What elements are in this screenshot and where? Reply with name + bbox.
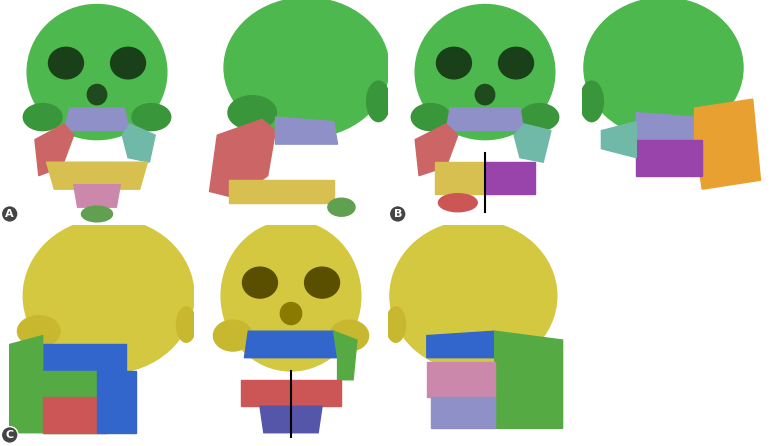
Polygon shape bbox=[244, 331, 338, 358]
Ellipse shape bbox=[498, 47, 534, 79]
Ellipse shape bbox=[177, 307, 196, 342]
Polygon shape bbox=[74, 185, 120, 207]
Polygon shape bbox=[495, 331, 563, 428]
Polygon shape bbox=[415, 124, 458, 176]
Ellipse shape bbox=[390, 221, 556, 371]
Polygon shape bbox=[485, 162, 535, 194]
Polygon shape bbox=[9, 335, 43, 433]
Polygon shape bbox=[435, 162, 485, 194]
Polygon shape bbox=[210, 120, 275, 198]
Ellipse shape bbox=[411, 103, 450, 131]
Polygon shape bbox=[97, 371, 136, 433]
Polygon shape bbox=[636, 113, 695, 140]
Ellipse shape bbox=[436, 47, 471, 79]
Ellipse shape bbox=[221, 221, 361, 371]
Ellipse shape bbox=[23, 103, 62, 131]
Ellipse shape bbox=[17, 316, 61, 347]
Polygon shape bbox=[431, 397, 495, 428]
Text: B: B bbox=[393, 209, 402, 219]
Ellipse shape bbox=[366, 81, 390, 122]
Text: C: C bbox=[5, 430, 14, 440]
Ellipse shape bbox=[304, 267, 339, 298]
Polygon shape bbox=[334, 331, 357, 380]
Polygon shape bbox=[43, 371, 97, 433]
Ellipse shape bbox=[213, 320, 252, 351]
Polygon shape bbox=[47, 162, 147, 189]
Ellipse shape bbox=[27, 4, 167, 140]
Ellipse shape bbox=[580, 81, 604, 122]
Ellipse shape bbox=[386, 307, 406, 342]
Polygon shape bbox=[427, 362, 495, 397]
Ellipse shape bbox=[87, 84, 107, 105]
Polygon shape bbox=[43, 397, 107, 433]
Ellipse shape bbox=[280, 302, 302, 325]
Polygon shape bbox=[275, 117, 338, 144]
Polygon shape bbox=[636, 140, 702, 176]
Polygon shape bbox=[241, 380, 341, 406]
Polygon shape bbox=[260, 406, 322, 433]
Polygon shape bbox=[35, 124, 74, 176]
Ellipse shape bbox=[132, 103, 171, 131]
Ellipse shape bbox=[224, 0, 389, 137]
Ellipse shape bbox=[520, 103, 559, 131]
Ellipse shape bbox=[23, 219, 194, 373]
Polygon shape bbox=[64, 108, 130, 131]
Text: A: A bbox=[5, 209, 14, 219]
Ellipse shape bbox=[242, 267, 277, 298]
Ellipse shape bbox=[228, 96, 276, 129]
Polygon shape bbox=[123, 124, 155, 162]
Ellipse shape bbox=[415, 4, 555, 140]
Polygon shape bbox=[695, 99, 760, 189]
Ellipse shape bbox=[330, 320, 369, 351]
Ellipse shape bbox=[81, 206, 113, 222]
Polygon shape bbox=[446, 108, 524, 131]
Polygon shape bbox=[601, 122, 636, 158]
Polygon shape bbox=[427, 331, 495, 358]
Polygon shape bbox=[229, 180, 334, 202]
Polygon shape bbox=[43, 344, 126, 371]
Ellipse shape bbox=[48, 47, 83, 79]
Ellipse shape bbox=[438, 194, 477, 212]
Ellipse shape bbox=[475, 84, 495, 105]
Polygon shape bbox=[514, 124, 551, 162]
Ellipse shape bbox=[110, 47, 146, 79]
Ellipse shape bbox=[327, 198, 355, 216]
Ellipse shape bbox=[584, 0, 743, 137]
